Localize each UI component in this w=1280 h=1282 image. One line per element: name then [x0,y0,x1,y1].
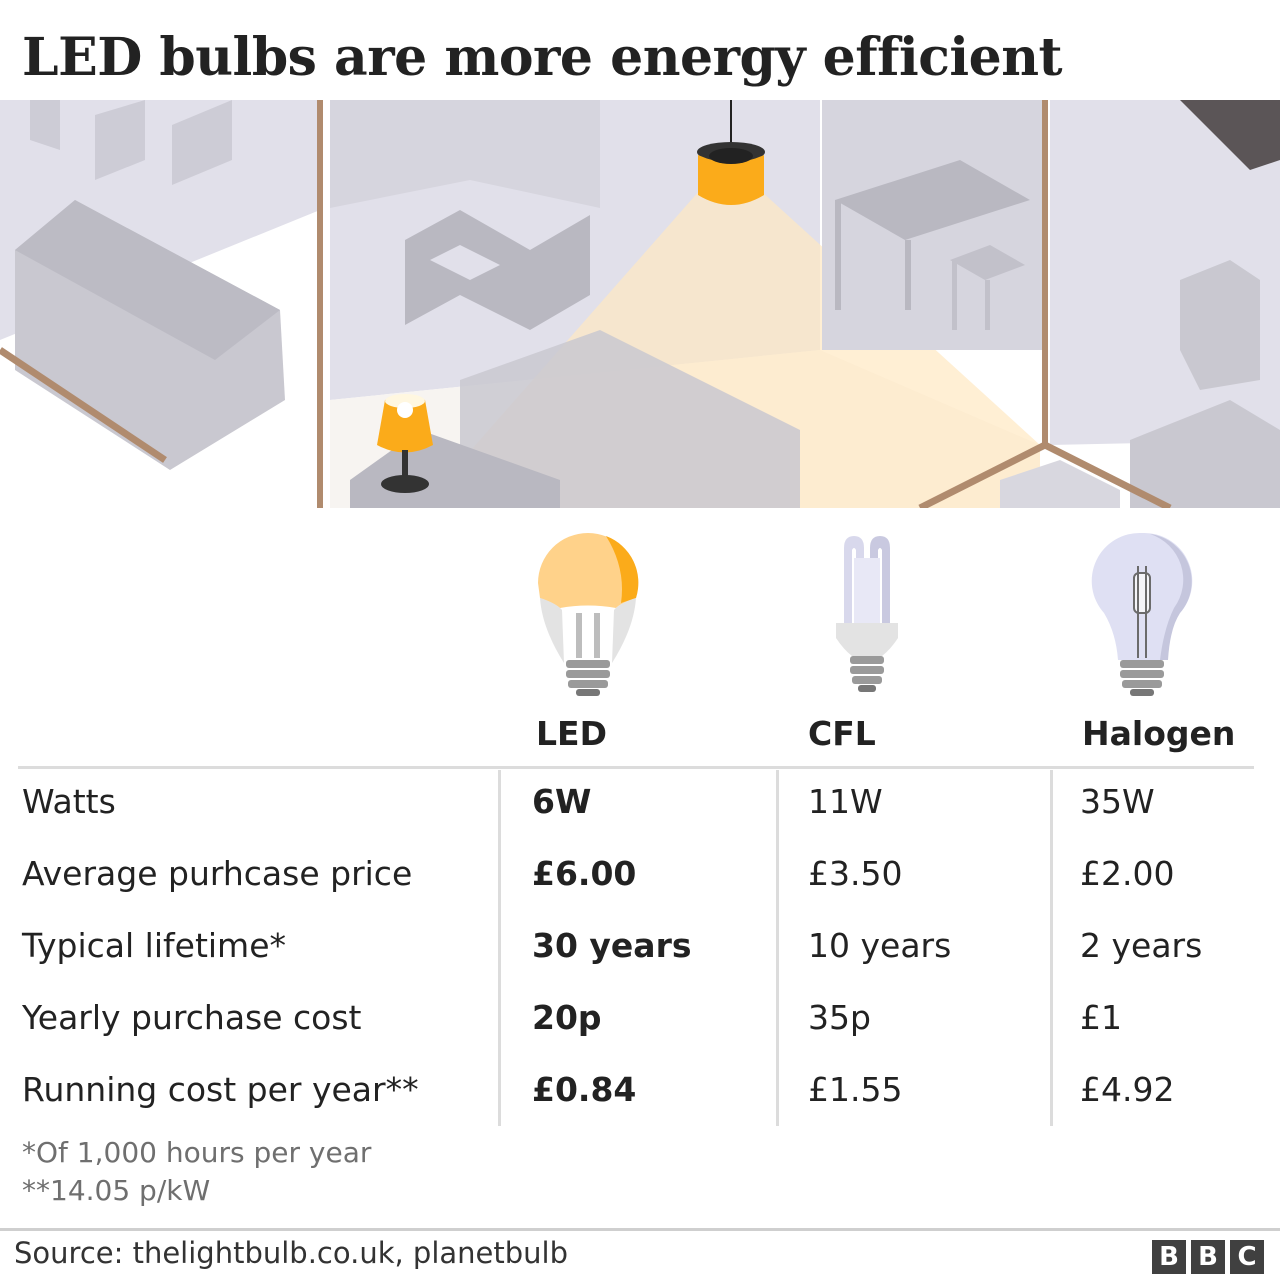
column-divider [498,770,501,1126]
column-header-cfl: CFL [808,714,876,753]
cell-led-yearly-cost: 20p [532,998,602,1037]
cell-led-price: £6.00 [532,854,637,893]
footer-divider [0,1228,1280,1231]
row-label-price: Average purhcase price [22,854,413,893]
cell-halogen-price: £2.00 [1080,854,1175,893]
bbc-logo: B B C [1152,1240,1264,1274]
halogen-bulb-icon [1091,532,1193,696]
cell-halogen-yearly-cost: £1 [1080,998,1122,1037]
logo-letter: B [1152,1240,1186,1274]
header-divider [18,766,1254,769]
cell-halogen-running-cost: £4.92 [1080,1070,1175,1109]
logo-letter: C [1230,1240,1264,1274]
column-header-led: LED [536,714,607,753]
cell-cfl-watts: 11W [808,782,883,821]
cell-led-watts: 6W [532,782,592,821]
column-divider [1050,770,1053,1126]
row-label-watts: Watts [22,782,116,821]
cell-halogen-lifetime: 2 years [1080,926,1203,965]
row-label-yearly-cost: Yearly purchase cost [22,998,362,1037]
row-label-lifetime: Typical lifetime* [22,926,286,965]
cell-cfl-price: £3.50 [808,854,903,893]
logo-letter: B [1191,1240,1225,1274]
source-text: Source: thelightbulb.co.uk, planetbulb [14,1236,569,1270]
room-illustration [0,100,1280,508]
cell-led-lifetime: 30 years [532,926,692,965]
cell-led-running-cost: £0.84 [532,1070,637,1109]
led-bulb-icon [538,533,639,696]
column-header-halogen: Halogen [1082,714,1236,753]
page-title: LED bulbs are more energy efficient [22,27,1063,88]
cell-cfl-yearly-cost: 35p [808,998,871,1037]
cfl-bulb-icon [836,536,898,692]
cell-halogen-watts: 35W [1080,782,1155,821]
footnote: *Of 1,000 hours per year [22,1136,372,1169]
column-divider [776,770,779,1126]
row-label-running-cost: Running cost per year** [22,1070,419,1109]
footnote: **14.05 p/kW [22,1174,211,1207]
cell-cfl-lifetime: 10 years [808,926,952,965]
cell-cfl-running-cost: £1.55 [808,1070,903,1109]
